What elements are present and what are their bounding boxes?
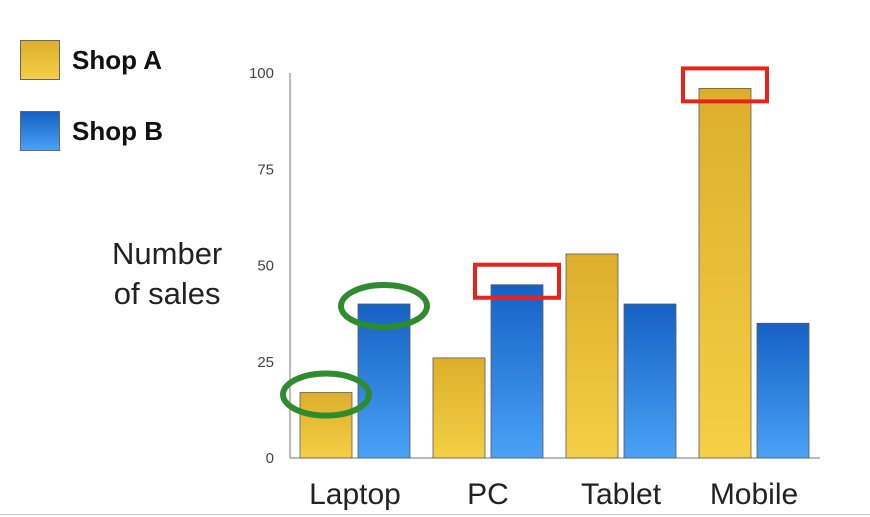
legend-label: Shop B — [72, 115, 163, 146]
highlight-box — [681, 66, 769, 104]
y-tick-label: 25 — [257, 354, 274, 371]
y-axis-label-line-1: Number — [112, 236, 223, 271]
y-tick-label: 100 — [249, 65, 274, 82]
bar — [565, 253, 619, 459]
x-tick-label: PC — [467, 478, 509, 511]
legend-item-shop-b: Shop B — [20, 111, 163, 151]
y-tick-label: 0 — [266, 450, 274, 467]
bar — [490, 284, 544, 459]
bar — [698, 88, 752, 459]
annotations — [280, 66, 769, 419]
highlight-ellipse — [338, 282, 430, 330]
bar — [623, 303, 677, 459]
x-tick-label: Laptop — [309, 478, 401, 511]
legend: Shop A Shop B — [20, 40, 163, 182]
highlight-ellipse — [280, 370, 372, 419]
y-axis-label-line-2: of sales — [113, 276, 221, 311]
x-tick-labels: Laptop PC Tablet Mobile — [309, 478, 798, 511]
x-tick-label: Tablet — [581, 478, 662, 511]
y-tick-label: 50 — [257, 258, 274, 275]
y-ticks: 0 25 50 75 100 — [249, 65, 274, 467]
bars — [299, 88, 810, 459]
divider — [0, 514, 870, 515]
bar — [432, 357, 486, 459]
legend-swatch-shop-b — [20, 111, 60, 151]
y-tick-label: 75 — [257, 161, 274, 178]
legend-label: Shop A — [72, 44, 163, 75]
bar — [756, 322, 810, 459]
x-tick-label: Mobile — [710, 478, 798, 511]
y-axis-label: Number of sales — [112, 234, 222, 314]
legend-item-shop-a: Shop A — [20, 40, 163, 80]
highlight-box — [473, 262, 561, 300]
legend-swatch-shop-a — [20, 40, 60, 80]
bar — [299, 392, 353, 459]
